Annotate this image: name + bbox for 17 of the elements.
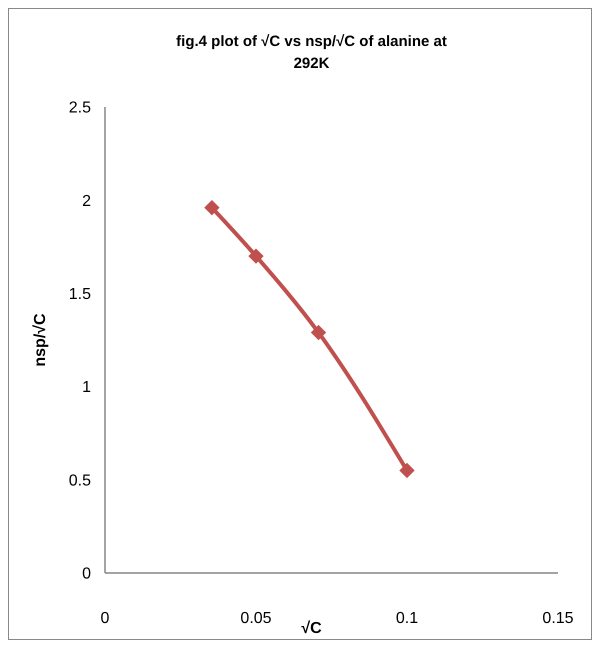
y-tick-label: 1.5 xyxy=(68,286,92,303)
point xyxy=(310,324,326,340)
y-tick-label: 1 xyxy=(82,379,92,396)
y-tick-label: 2.5 xyxy=(68,100,92,117)
x-tick-label: 0.15 xyxy=(542,610,574,627)
x-tick-label: 0.1 xyxy=(396,610,418,627)
y-axis-title: nsp/√C xyxy=(32,312,49,367)
x-axis-title: √C xyxy=(301,620,322,637)
point xyxy=(399,462,415,478)
y-tick-label: 0.5 xyxy=(68,472,92,490)
chart-title: fig.4 plot of √C vs nsp/√C of alanine at 292K xyxy=(176,33,447,72)
y-tick-label: 2 xyxy=(82,192,92,210)
x-tick-label: 0.05 xyxy=(240,610,272,627)
point xyxy=(204,200,220,216)
x-tick-label: 0 xyxy=(100,610,110,627)
y-tick-label: 0 xyxy=(82,566,92,583)
point xyxy=(248,248,264,264)
